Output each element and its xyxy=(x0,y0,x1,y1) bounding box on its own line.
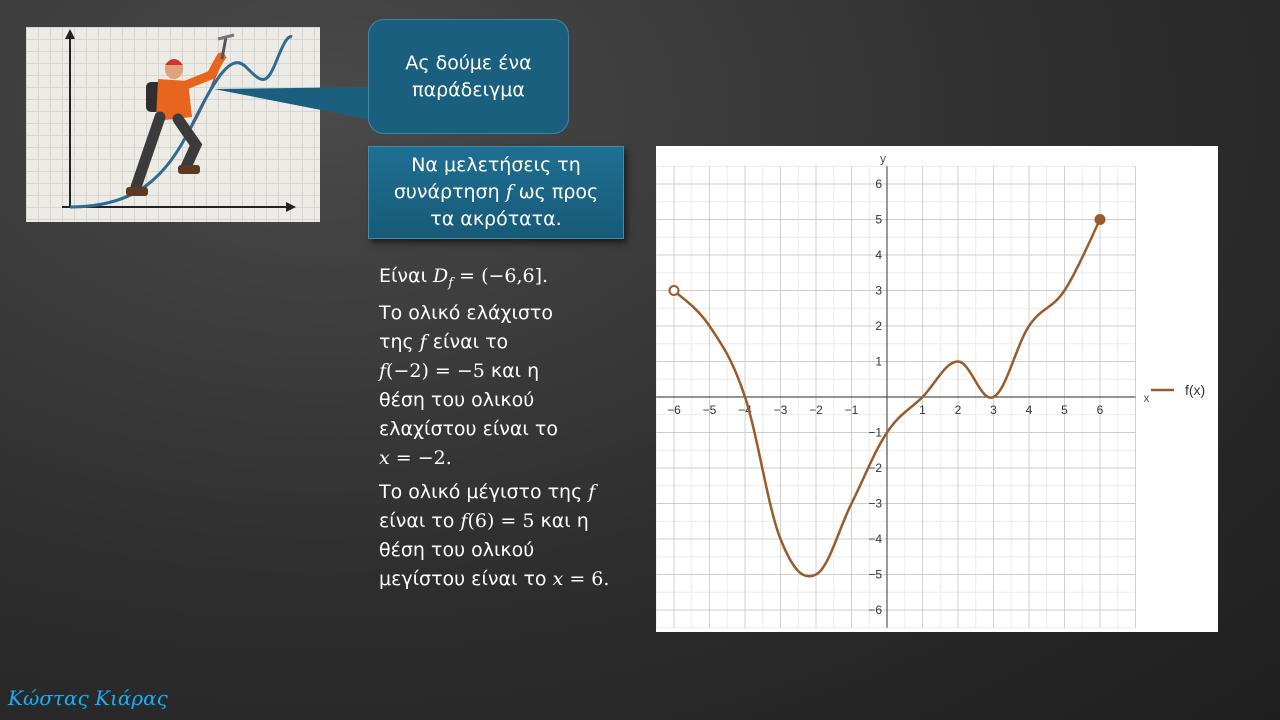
x-tick-label: −6 xyxy=(667,403,681,417)
domain-statement: Είναι Df = (−6,6]. xyxy=(379,262,548,298)
y-axis-label: y xyxy=(880,151,886,165)
y-tick-label: 3 xyxy=(875,284,882,298)
speech-callout: Ας δούμε ένα παράδειγμα xyxy=(368,19,569,134)
min-f: f xyxy=(419,331,427,353)
max-f2: f xyxy=(460,510,468,532)
function-graph: x y −6 −5 −4 −3 −2 −1 1 2 3 4 5 6 −6 −5 −4 −3 −2 −1 1 2 3 4 5 6 f… xyxy=(656,146,1218,632)
max-line2b: και η xyxy=(534,510,589,532)
min-f2: f xyxy=(379,360,387,382)
max-eq: (6) = 5 xyxy=(467,510,535,532)
x-tick-label: 4 xyxy=(1026,403,1033,417)
x-tick-label: 6 xyxy=(1097,403,1104,417)
task-line1: Να μελετήσεις τη xyxy=(411,154,581,176)
min-x: x xyxy=(379,447,390,469)
max-xeq: = 6. xyxy=(563,568,610,590)
x-tick-label: 5 xyxy=(1061,403,1068,417)
y-tick-label: 1 xyxy=(875,355,882,369)
task-line3: τα ακρότατα. xyxy=(430,208,562,230)
min-eq: (−2) = −5 xyxy=(386,360,485,382)
task-line2a: συνάρτηση xyxy=(393,181,506,203)
task-text: Να μελετήσεις τη συνάρτηση f ως προς τα … xyxy=(394,152,598,233)
min-xeq: = −2. xyxy=(389,447,452,469)
legend-label-fx: f(x) xyxy=(1185,382,1205,398)
min-line2b: είναι το xyxy=(426,331,509,353)
domain-interval: = (−6,6]. xyxy=(453,265,549,287)
y-tick-label: −1 xyxy=(868,426,882,440)
series-line-fx xyxy=(673,218,1102,578)
closed-endpoint xyxy=(1094,214,1106,225)
y-tick-label: 5 xyxy=(875,213,882,227)
x-tick-label: −5 xyxy=(703,403,717,417)
max-line4a: μεγίστου είναι το xyxy=(379,568,553,590)
domain-d: D xyxy=(433,265,449,287)
task-box: Να μελετήσεις τη συνάρτηση f ως προς τα … xyxy=(368,146,624,239)
y-tick-label: 4 xyxy=(875,248,882,262)
min-line1: Το ολικό ελάχιστο xyxy=(379,302,553,324)
x-tick-label: −1 xyxy=(845,403,859,417)
max-x: x xyxy=(552,568,564,590)
y-tick-label: −6 xyxy=(868,603,882,617)
y-tick-label: −3 xyxy=(868,497,882,511)
x-tick-label: −3 xyxy=(774,403,788,417)
x-tick-label: 3 xyxy=(990,403,997,417)
min-line4: θέση του ολικού xyxy=(379,389,535,411)
min-line5: ελαχίστου είναι το xyxy=(379,418,558,440)
y-tick-label: −5 xyxy=(868,568,882,582)
task-line2b: ως προς xyxy=(512,181,599,203)
x-axis-label: x xyxy=(1144,391,1150,405)
domain-prefix: Είναι xyxy=(379,265,434,287)
x-tick-label: −2 xyxy=(809,403,823,417)
max-line1a: Το ολικό μέγιστο της xyxy=(379,481,589,503)
y-tick-label: −4 xyxy=(868,532,882,546)
min-line3b: και η xyxy=(484,360,540,382)
max-line3: θέση του ολικού xyxy=(379,539,535,561)
y-tick-label: −2 xyxy=(868,461,882,475)
x-tick-label: 2 xyxy=(955,403,962,417)
y-tick-label: 6 xyxy=(875,177,882,191)
author-signature: Κώστας Κιάρας xyxy=(8,686,168,710)
max-f: f xyxy=(588,481,596,503)
domain-sub: f xyxy=(448,275,454,291)
climber-illustration xyxy=(26,27,320,222)
task-fvar: f xyxy=(505,181,513,203)
callout-text: Ας δούμε ένα παράδειγμα xyxy=(405,51,532,101)
max-line2a: είναι το xyxy=(379,510,461,532)
min-line2a: της xyxy=(379,331,420,353)
global-maximum-statement: Το ολικό μέγιστο της f είναι το f(6) = 5… xyxy=(379,478,649,594)
climber-graph-picture xyxy=(62,29,296,212)
y-tick-label: 2 xyxy=(875,319,882,333)
x-tick-label: 1 xyxy=(919,403,926,417)
global-minimum-statement: Το ολικό ελάχιστο της f είναι το f(−2) =… xyxy=(379,299,659,473)
open-endpoint xyxy=(668,285,680,296)
